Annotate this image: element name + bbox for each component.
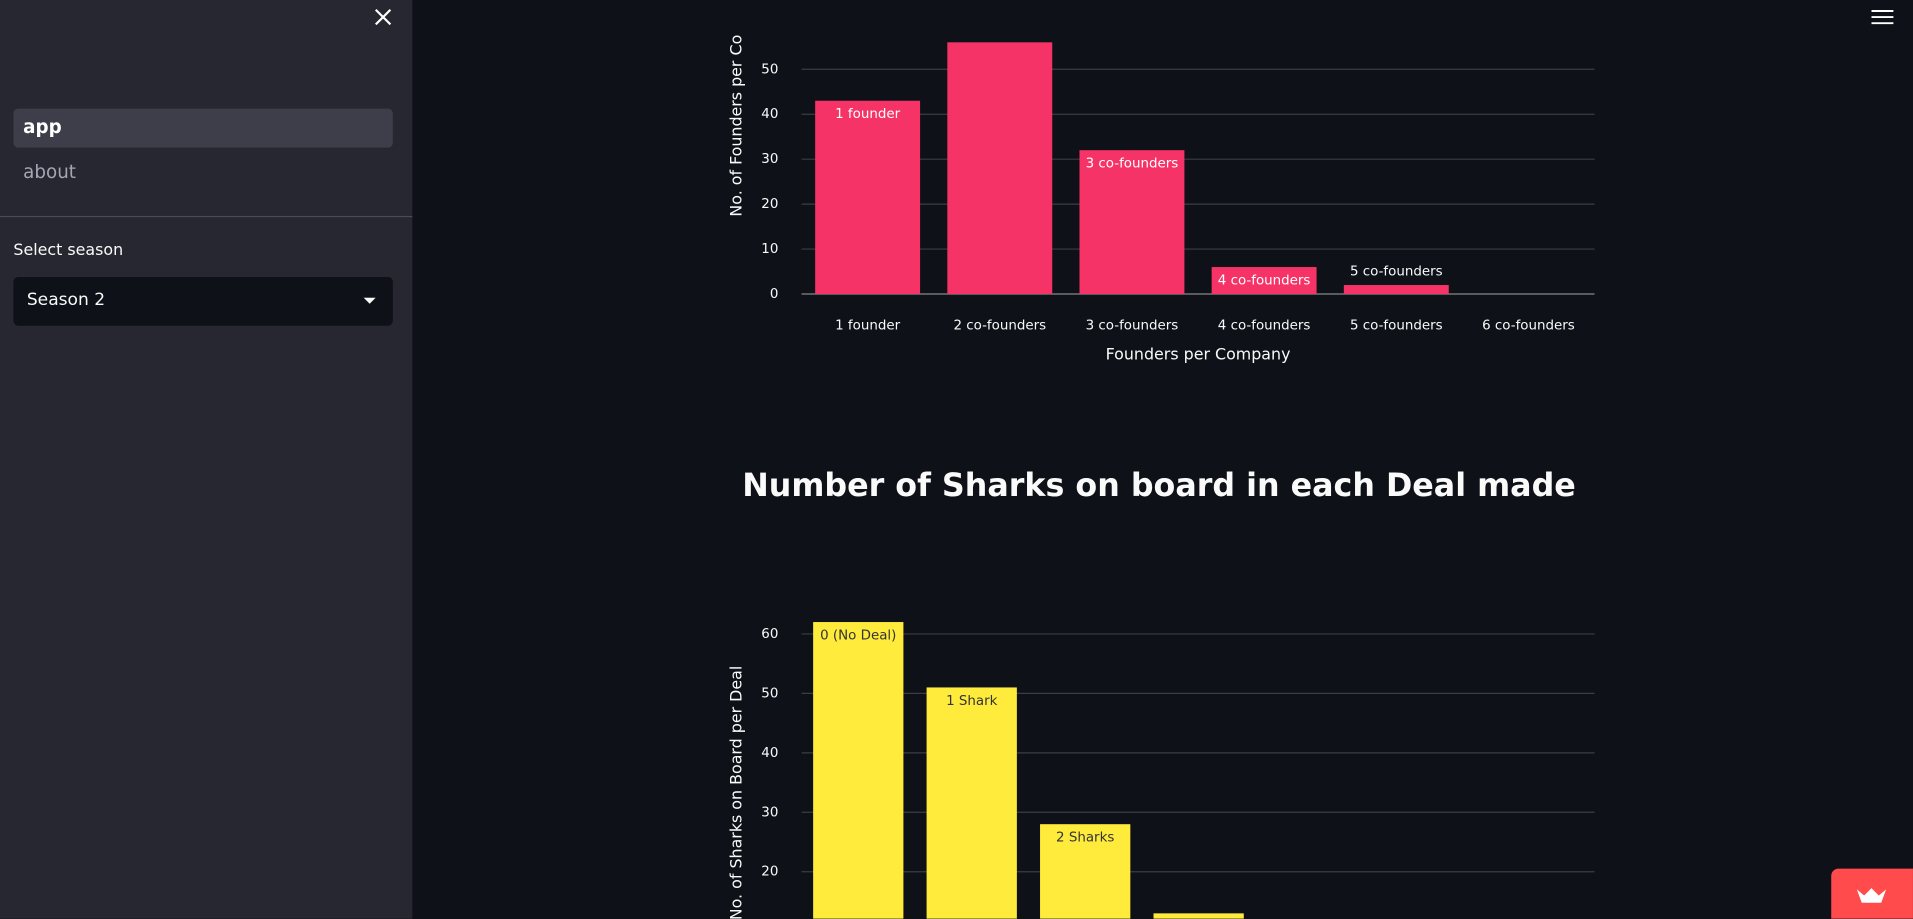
y-axis-title: No. of Founders per Co (726, 35, 745, 217)
bar (1343, 285, 1449, 295)
bar (1040, 824, 1131, 919)
crown-icon (1856, 888, 1887, 903)
y-tick-label: 20 (761, 197, 778, 212)
y-tick-label: 30 (761, 152, 778, 167)
bar-label: 0 (No Deal) (820, 628, 896, 643)
x-tick-label: 3 co-founders (1086, 319, 1179, 334)
x-tick-label: 2 co-founders (953, 319, 1046, 334)
nav-item[interactable]: about (23, 161, 76, 183)
y-tick-label: 20 (761, 865, 778, 880)
y-tick-label: 30 (761, 805, 778, 820)
close-icon[interactable] (373, 7, 393, 27)
y-tick-label: 50 (761, 686, 778, 701)
y-tick-label: 50 (761, 62, 778, 77)
y-tick-label: 0 (770, 287, 779, 302)
chart-title: Number of Sharks on board in each Deal m… (742, 468, 1576, 504)
bar (813, 622, 904, 919)
bar-label: 1 Shark (946, 694, 998, 709)
bar (1153, 913, 1244, 919)
y-axis-title: No. of Sharks on Board per Deal (726, 666, 745, 919)
x-tick-label: 4 co-founders (1218, 319, 1311, 334)
bar-label: 2 Sharks (1056, 831, 1114, 846)
select-label: Select season (13, 241, 124, 260)
y-tick-label: 40 (761, 107, 778, 122)
x-tick-label: 5 co-founders (1350, 319, 1443, 334)
bar-label: 4 co-founders (1218, 273, 1311, 288)
y-tick-label: 60 (761, 627, 778, 642)
bar (947, 42, 1053, 295)
streamlit-badge[interactable] (1831, 868, 1913, 919)
select-value: Season 2 (26, 290, 106, 310)
x-axis-title: Founders per Company (1106, 345, 1291, 364)
bar-label: 5 co-founders (1350, 265, 1443, 280)
bar-label: 1 founder (835, 107, 900, 122)
select-box[interactable]: Season 2 (13, 276, 393, 326)
bar (926, 687, 1017, 919)
divider (0, 215, 413, 218)
bar (1211, 267, 1317, 295)
x-tick-label: 1 founder (835, 319, 900, 334)
menu-icon[interactable] (1871, 9, 1894, 26)
sidebar: app about Select season Season 2 (0, 0, 413, 919)
dropdown-arrow (363, 297, 376, 304)
y-tick-label: 40 (761, 746, 778, 761)
bar-label: 3 co-founders (1086, 157, 1179, 172)
y-tick-label: 10 (761, 242, 778, 257)
bar (1079, 150, 1185, 295)
bar (815, 100, 921, 295)
nav-item[interactable]: app (13, 108, 393, 148)
x-tick-label: 6 co-founders (1482, 319, 1575, 334)
